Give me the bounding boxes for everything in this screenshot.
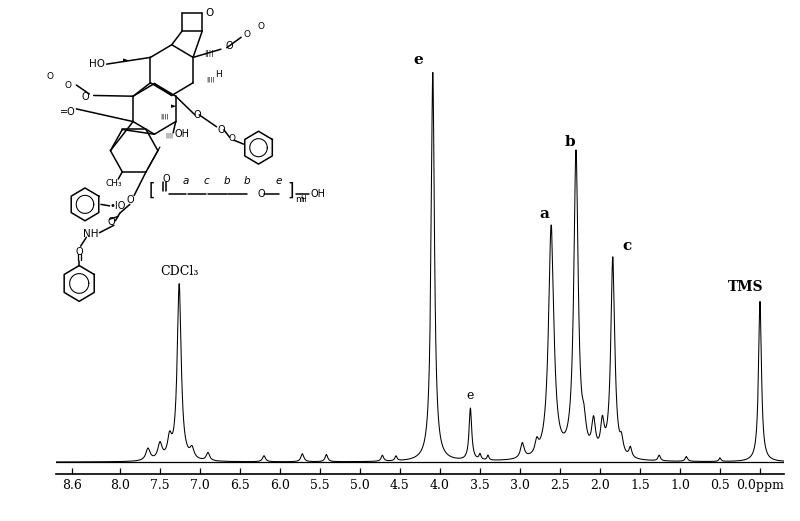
Text: O: O xyxy=(243,30,250,39)
Text: O: O xyxy=(81,92,89,102)
Text: ||||: |||| xyxy=(160,114,169,119)
Text: a: a xyxy=(183,176,190,185)
Text: •IO: •IO xyxy=(110,201,126,211)
Text: O: O xyxy=(126,195,134,205)
Text: OH: OH xyxy=(310,189,326,199)
Text: O: O xyxy=(64,81,71,90)
Text: H: H xyxy=(214,70,222,79)
Text: =O: =O xyxy=(60,107,75,117)
Text: O: O xyxy=(229,134,236,143)
Text: O: O xyxy=(206,8,214,18)
Text: ]: ] xyxy=(287,182,294,200)
Text: HO: HO xyxy=(90,59,106,69)
Text: CDCl₃: CDCl₃ xyxy=(160,265,198,278)
Text: ||||: |||| xyxy=(165,132,173,138)
Text: O: O xyxy=(194,110,202,120)
Text: O: O xyxy=(107,217,115,227)
Text: TMS: TMS xyxy=(728,280,763,294)
Text: ►: ► xyxy=(122,57,128,63)
Text: c: c xyxy=(622,240,632,254)
Text: e: e xyxy=(414,53,423,67)
Text: O: O xyxy=(258,189,266,199)
Text: c: c xyxy=(203,176,210,185)
Text: O: O xyxy=(258,22,265,31)
Text: CH₃: CH₃ xyxy=(106,179,122,188)
Text: b: b xyxy=(223,176,230,185)
Text: H: H xyxy=(301,195,306,204)
Text: O: O xyxy=(46,71,54,81)
Text: e: e xyxy=(275,176,282,185)
Text: e: e xyxy=(466,389,474,402)
Text: NH: NH xyxy=(83,229,98,239)
Text: O: O xyxy=(217,125,225,135)
Text: m: m xyxy=(294,195,303,204)
Text: ►: ► xyxy=(170,103,176,109)
Text: ||||: |||| xyxy=(205,50,214,57)
Text: b: b xyxy=(244,176,250,185)
Text: ||||: |||| xyxy=(206,76,215,82)
Text: a: a xyxy=(540,207,550,221)
Text: b: b xyxy=(564,135,575,149)
Text: O: O xyxy=(162,174,170,184)
Text: [: [ xyxy=(148,182,154,200)
Text: O: O xyxy=(226,41,234,51)
Text: O: O xyxy=(75,247,83,257)
Text: OH: OH xyxy=(174,129,190,139)
